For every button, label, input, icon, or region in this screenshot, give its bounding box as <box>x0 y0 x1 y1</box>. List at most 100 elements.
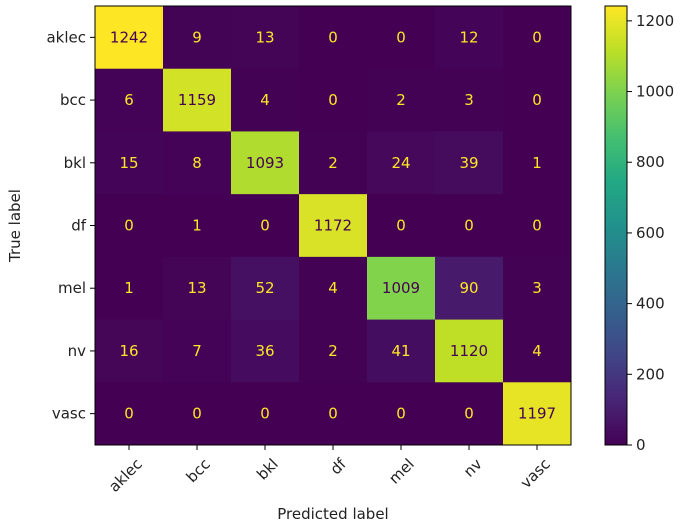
colorbar-ticks: 0 200 400 600 800 1000 1200 <box>627 12 674 454</box>
cell-value-label: 0 <box>532 91 542 109</box>
heatmap-cell <box>299 382 368 446</box>
x-axis-ticks: aklec bcc bkl df mel nv vasc <box>105 445 554 496</box>
heatmap-cell <box>503 6 572 70</box>
x-axis-label: Predicted label <box>277 505 388 523</box>
heatmap-cell <box>503 319 572 383</box>
y-tick-label: aklec <box>46 28 86 46</box>
heatmap-cell <box>503 68 572 132</box>
cell-value-label: 1009 <box>382 279 420 297</box>
heatmap-cell <box>435 382 504 446</box>
heatmap-cell <box>503 131 572 195</box>
cell-value-label: 0 <box>328 91 338 109</box>
heatmap-cell <box>367 256 436 321</box>
heatmap-cell <box>163 319 232 383</box>
cell-value-label: 0 <box>328 28 338 46</box>
heatmap-cell <box>163 131 232 195</box>
heatmap-cell <box>163 68 232 132</box>
heatmap-cell <box>95 6 164 70</box>
cell-value-label: 13 <box>255 28 274 46</box>
cell-value-label: 3 <box>464 91 474 109</box>
x-tick-label: vasc <box>517 455 554 492</box>
cell-value-label: 1197 <box>518 405 556 423</box>
x-tick-label: bkl <box>253 455 282 484</box>
heatmap-cell <box>299 319 368 383</box>
heatmap-cell <box>435 194 504 258</box>
y-tick-label: nv <box>68 342 87 360</box>
colorbar-tick-label: 1200 <box>636 12 674 30</box>
cell-value-label: 12 <box>459 28 478 46</box>
y-tick-label: mel <box>58 279 86 297</box>
y-axis-label: True label <box>6 189 24 263</box>
cell-value-label: 4 <box>532 342 542 360</box>
y-tick-label: bcc <box>60 91 86 109</box>
cell-value-label: 0 <box>532 28 542 46</box>
heatmap-cell <box>367 382 436 446</box>
cell-value-label: 4 <box>328 279 338 297</box>
x-tick-label: bcc <box>183 455 214 486</box>
colorbar-tick-label: 1000 <box>636 83 674 101</box>
cell-value-label: 39 <box>459 154 478 172</box>
heatmap-cell <box>435 131 504 195</box>
heatmap-cell <box>231 131 300 195</box>
heatmap-cells <box>95 6 572 446</box>
heatmap-cell <box>503 194 572 258</box>
cell-value-label: 24 <box>391 154 410 172</box>
cell-value-label: 0 <box>396 28 406 46</box>
cell-value-label: 1242 <box>110 28 148 46</box>
cell-value-label: 4 <box>260 91 270 109</box>
heatmap-cell <box>367 131 436 195</box>
colorbar-tick-label: 600 <box>636 224 665 242</box>
cell-value-label: 0 <box>396 405 406 423</box>
heatmap-cell <box>95 382 164 446</box>
heatmap-cell <box>163 382 232 446</box>
cell-value-label: 90 <box>459 279 478 297</box>
heatmap-cell <box>367 194 436 258</box>
cell-value-label: 13 <box>187 279 206 297</box>
heatmap-cell <box>95 131 164 195</box>
colorbar-tick-label: 800 <box>636 153 665 171</box>
cell-value-label: 52 <box>255 279 274 297</box>
cell-value-label: 1172 <box>314 217 352 235</box>
heatmap-cell <box>503 382 572 446</box>
heatmap-cell <box>299 131 368 195</box>
y-tick-label: df <box>71 217 87 235</box>
cell-value-label: 1159 <box>178 91 216 109</box>
cell-value-label: 2 <box>328 154 338 172</box>
heatmap-cell <box>95 256 164 321</box>
heatmap-cell <box>299 194 368 258</box>
cell-value-label: 0 <box>192 405 202 423</box>
cell-value-label: 1120 <box>450 342 488 360</box>
x-tick-label: mel <box>385 455 418 488</box>
x-tick-label: df <box>327 455 351 479</box>
heatmap-cell <box>367 319 436 383</box>
heatmap-cell <box>299 256 368 321</box>
cell-value-label: 8 <box>192 154 202 172</box>
y-tick-label: vasc <box>52 405 86 423</box>
heatmap-cell <box>231 6 300 70</box>
cell-value-label: 0 <box>124 217 134 235</box>
x-tick-label: nv <box>460 455 486 481</box>
heatmap-cell <box>299 68 368 132</box>
cell-value-label: 0 <box>464 217 474 235</box>
heatmap-cell <box>95 319 164 383</box>
heatmap-cell <box>231 68 300 132</box>
cell-value-label: 1093 <box>246 154 284 172</box>
heatmap-cell <box>163 194 232 258</box>
cell-value-label: 9 <box>192 28 202 46</box>
cell-value-label: 0 <box>328 405 338 423</box>
colorbar <box>604 5 628 446</box>
x-tick-label: aklec <box>105 455 146 496</box>
cell-value-label: 0 <box>396 217 406 235</box>
cell-value-label: 0 <box>464 405 474 423</box>
cell-value-label: 41 <box>391 342 410 360</box>
cell-value-label: 36 <box>255 342 274 360</box>
heatmap-cell <box>95 194 164 258</box>
y-axis-ticks: aklec bcc bkl df mel nv vasc <box>46 28 95 423</box>
heatmap-cell <box>367 6 436 70</box>
cell-value-label: 0 <box>260 405 270 423</box>
heatmap-cell <box>503 256 572 321</box>
heatmap-cell <box>435 256 504 321</box>
cell-value-label: 2 <box>328 342 338 360</box>
heatmap-cell <box>163 256 232 321</box>
